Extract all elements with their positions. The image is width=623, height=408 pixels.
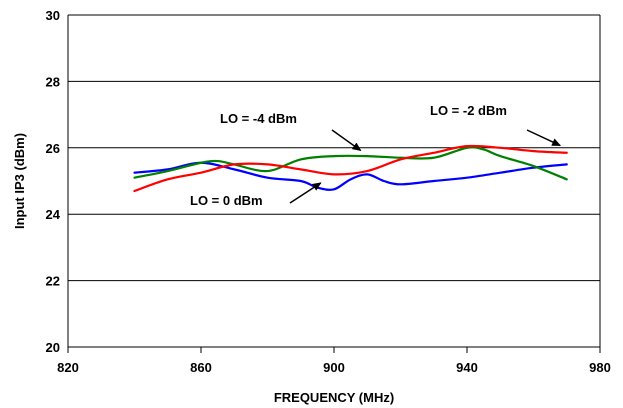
annotation-lo-minus4-arrow bbox=[331, 129, 362, 152]
annotation-lo-minus2-arrow bbox=[526, 129, 562, 147]
y-tick-label: 30 bbox=[46, 8, 60, 23]
x-tick-label: 820 bbox=[57, 360, 79, 375]
series-line-green bbox=[133, 146, 568, 181]
x-tick-label: 860 bbox=[190, 360, 212, 375]
annotation-lo-minus4-label: LO = -4 dBm bbox=[220, 111, 297, 126]
y-axis-title: Input IP3 (dBm) bbox=[12, 133, 27, 229]
series-line-red bbox=[133, 144, 568, 193]
x-tick-label: 980 bbox=[589, 360, 611, 375]
y-tick-label: 26 bbox=[46, 141, 60, 156]
annotation-lo-0-label: LO = 0 dBm bbox=[190, 193, 263, 208]
y-tick-label: 24 bbox=[46, 207, 61, 222]
annotation-lo-0-arrow bbox=[289, 182, 322, 204]
annotation-lo-minus2-label: LO = -2 dBm bbox=[430, 103, 507, 118]
x-tick-label: 940 bbox=[456, 360, 478, 375]
y-tick-label: 20 bbox=[46, 340, 60, 355]
y-tick-label: 28 bbox=[46, 74, 60, 89]
x-tick-label: 900 bbox=[323, 360, 345, 375]
y-tick-label: 22 bbox=[46, 274, 60, 289]
x-axis-title: FREQUENCY (MHz) bbox=[274, 390, 394, 405]
series-line-blue bbox=[133, 161, 568, 191]
